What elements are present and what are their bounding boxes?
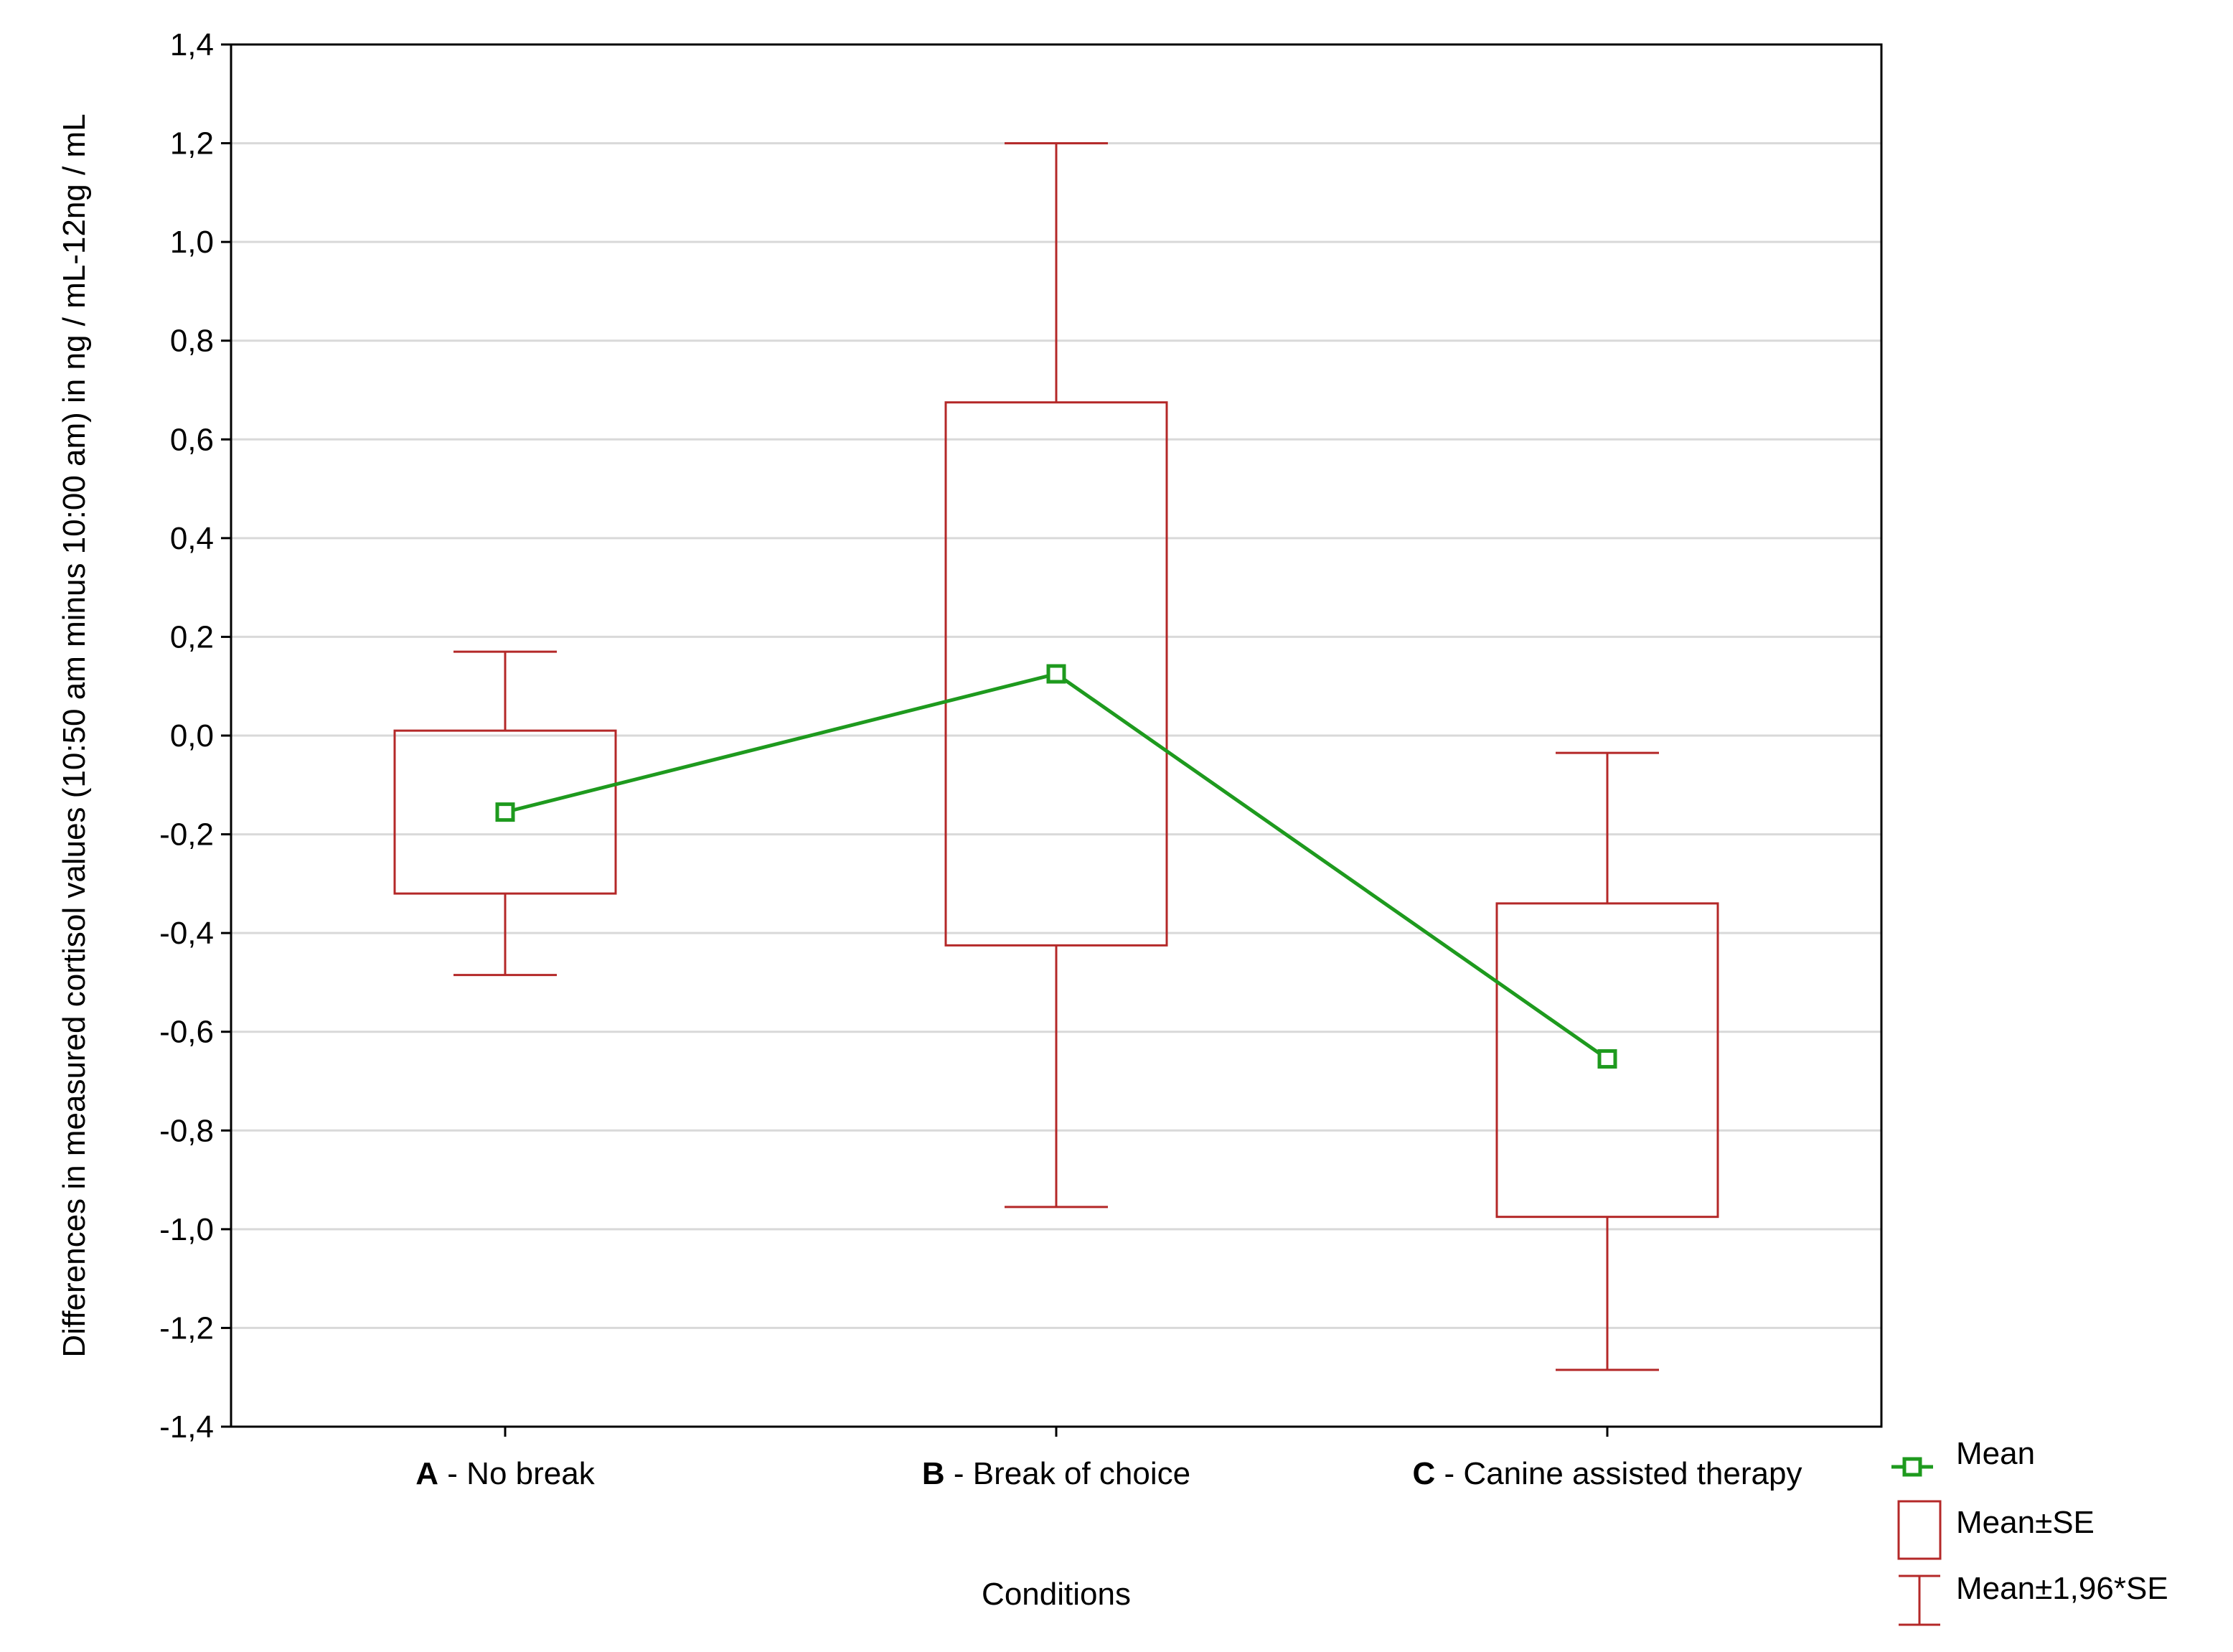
box-series — [393, 142, 1719, 1371]
x-tick-label: B - Break of choice — [922, 1456, 1190, 1491]
y-tick-label: -0,8 — [159, 1113, 214, 1148]
x-axis: A - No break B - Break of choice C - Canin… — [415, 1427, 1802, 1491]
y-tick-label: 0,0 — [170, 718, 214, 754]
legend-label-mean: Mean — [1956, 1436, 2035, 1471]
x-tick-label-letter: A — [415, 1456, 438, 1491]
x-axis-title: Conditions — [982, 1577, 1131, 1612]
x-tick-label-text: - No break — [438, 1456, 596, 1491]
y-tick-label: -0,6 — [159, 1015, 214, 1050]
mean-point — [1046, 664, 1066, 684]
se-box — [1495, 902, 1719, 1219]
mean-point — [495, 802, 515, 822]
y-tick-label: 0,2 — [170, 619, 214, 654]
x-tick-label-letter: B — [922, 1456, 945, 1491]
y-tick-label: 0,8 — [170, 324, 214, 359]
y-tick-label: 1,0 — [170, 225, 214, 260]
y-tick-label: 1,4 — [170, 27, 214, 62]
legend: Mean Mean±SE Mean±1,96*SE — [1891, 1436, 2168, 1626]
y-tick-label: 0,6 — [170, 422, 214, 457]
y-axis: 1,4 1,2 1,0 0,8 0,6 0,4 0,2 0,0 -0,2 -0,4 -0,6 -0,8… — [159, 27, 231, 1445]
mean-series — [495, 664, 1617, 1069]
legend-label-ci: Mean±1,96*SE — [1956, 1571, 2168, 1606]
y-tick-label: -1,4 — [159, 1409, 214, 1445]
legend-mean-swatch-marker — [1902, 1457, 1922, 1477]
legend-label-se: Mean±SE — [1956, 1505, 2095, 1540]
x-tick-label-text: - Canine assisted therapy — [1435, 1456, 1802, 1491]
x-tick-label-text: - Break of choice — [945, 1456, 1190, 1491]
y-tick-label: -0,2 — [159, 817, 214, 853]
legend-se-swatch — [1897, 1500, 1942, 1560]
mean-point — [1597, 1049, 1617, 1069]
x-tick-label: A - No break — [415, 1456, 595, 1491]
se-box — [944, 401, 1168, 947]
y-tick-label: -0,4 — [159, 916, 214, 951]
y-tick-label: 0,4 — [170, 521, 214, 556]
y-axis-title: Differences in measured cortisol values … — [57, 113, 92, 1357]
se-box — [393, 729, 617, 895]
x-tick-label-letter: C — [1413, 1456, 1436, 1491]
y-tick-label: -1,0 — [159, 1212, 214, 1247]
y-tick-label: -1,2 — [159, 1310, 214, 1346]
x-tick-label: C - Canine assisted therapy — [1413, 1456, 1802, 1491]
y-tick-label: 1,2 — [170, 126, 214, 161]
